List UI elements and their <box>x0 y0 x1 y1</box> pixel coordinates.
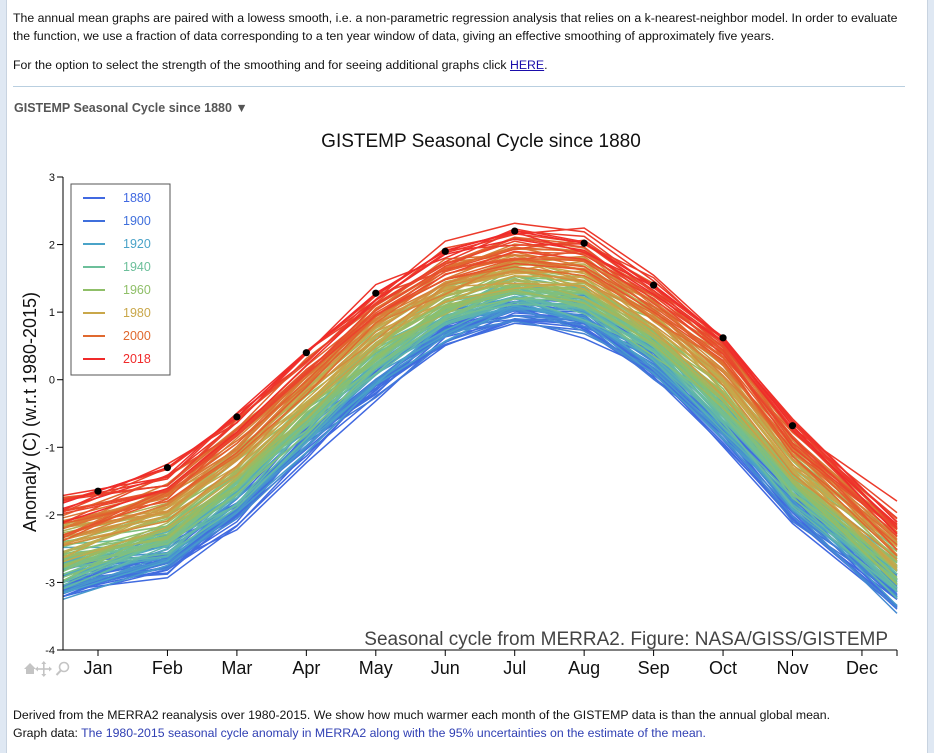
x-tick-label-apr: Apr <box>292 658 320 678</box>
page <box>6 0 928 753</box>
series-line-1892 <box>62 322 898 591</box>
chart-annotation: Seasonal cycle from MERRA2. Figure: NASA… <box>364 629 888 650</box>
caption-line-1: Derived from the MERRA2 reanalysis over … <box>13 708 831 722</box>
x-tick-label-jul: Jul <box>503 658 526 678</box>
legend-label-1920: 1920 <box>123 237 151 251</box>
graph-data-link[interactable]: The 1980-2015 seasonal cycle anomaly in … <box>81 726 706 740</box>
y-tick-label: -1 <box>45 442 55 454</box>
series-line-2015 <box>62 228 898 528</box>
x-tick-label-feb: Feb <box>152 658 183 678</box>
intro-paragraph-2-text: For the option to select the strength of… <box>13 58 510 72</box>
highlight-point-mar <box>233 413 241 421</box>
highlight-point-oct <box>719 334 727 342</box>
series-line-2001 <box>62 257 898 546</box>
series-line-1951 <box>62 290 898 579</box>
highlight-markers <box>94 227 797 495</box>
series-line-1916 <box>62 304 898 607</box>
series-line-1987 <box>62 269 898 560</box>
series-line-2000 <box>62 236 898 520</box>
caption-graph-data-label: Graph data: <box>13 726 82 740</box>
x-tick-label-mar: Mar <box>221 658 252 678</box>
intro-paragraph-2-suffix: . <box>544 58 548 72</box>
series-line-1981 <box>62 282 898 545</box>
highlight-point-jun <box>441 247 449 255</box>
y-tick-label: 2 <box>49 240 55 252</box>
series-line-1927 <box>62 301 898 589</box>
divider <box>13 86 905 87</box>
highlight-point-jul <box>511 227 519 235</box>
series-line-1923 <box>62 297 898 593</box>
legend-label-1980: 1980 <box>123 306 151 320</box>
y-tick-label: 3 <box>49 172 55 184</box>
section-toggle[interactable]: GISTEMP Seasonal Cycle since 1880 ▼ <box>14 101 248 115</box>
legend-box <box>70 183 171 376</box>
highlight-point-feb <box>163 463 172 472</box>
highlight-point-nov <box>788 422 797 430</box>
x-tick-label-aug: Aug <box>568 658 600 678</box>
caption-line-2: Graph data: The 1980-2015 seasonal cycle… <box>13 724 913 742</box>
highlight-point-aug <box>580 239 588 247</box>
series-line-1910 <box>62 306 898 614</box>
legend-label-1940: 1940 <box>123 260 151 274</box>
series-line-1930 <box>62 297 898 581</box>
series-line-2005 <box>62 262 898 536</box>
y-axis-label: Anomaly (C) (w.r.t 1980-2015) <box>20 292 40 532</box>
x-tick-label-oct: Oct <box>709 658 737 678</box>
series-lines <box>62 222 898 614</box>
series-line-1966 <box>62 277 898 568</box>
intro-text: The annual mean graphs are paired with a… <box>13 9 908 85</box>
x-tick-label-sep: Sep <box>638 658 670 678</box>
zoom-icon[interactable] <box>55 661 70 676</box>
series-line-2018 <box>62 230 898 535</box>
series-line-2010 <box>62 250 898 537</box>
x-tick-label-jan: Jan <box>83 658 112 678</box>
chart-title: GISTEMP Seasonal Cycle since 1880 <box>321 131 641 152</box>
legend-label-1880: 1880 <box>123 191 151 205</box>
x-tick-label-jun: Jun <box>431 658 460 678</box>
intro-paragraph-1: The annual mean graphs are paired with a… <box>13 11 898 43</box>
series-line-2011 <box>62 242 898 530</box>
toolbar <box>24 661 70 677</box>
y-tick-label: -3 <box>45 577 55 589</box>
y-tick-label: 1 <box>49 307 55 319</box>
highlight-point-jan <box>94 487 102 495</box>
axes: 3 2 1 0 -1 -2 -3 -4 Jan Feb Mar Apr May Jun Jul Aug Sep O… <box>45 172 898 678</box>
home-icon[interactable] <box>24 663 36 674</box>
legend: 1880 1900 1920 1940 1960 1980 2000 2018 <box>70 183 171 376</box>
highlight-point-may <box>372 289 380 297</box>
legend-label-1960: 1960 <box>123 283 151 297</box>
legend-label-2018: 2018 <box>123 352 151 366</box>
series-line-2017 <box>62 238 898 526</box>
series-line-1963 <box>62 289 898 569</box>
series-line-1942 <box>62 298 898 581</box>
highlight-point-apr <box>302 349 310 357</box>
series-line-1979 <box>62 270 898 548</box>
intro-paragraph-2: For the option to select the strength of… <box>13 56 908 74</box>
x-tick-label-dec: Dec <box>846 658 878 678</box>
x-tick-label-may: May <box>359 658 393 678</box>
pan-icon[interactable] <box>35 661 52 677</box>
series-line-1908 <box>62 320 898 609</box>
x-tick-label-nov: Nov <box>776 658 808 678</box>
y-tick-label: -4 <box>45 645 55 657</box>
legend-label-2000: 2000 <box>123 329 151 343</box>
highlight-point-sep <box>650 281 658 289</box>
y-tick-label: 0 <box>49 375 55 387</box>
series-line-1962 <box>62 280 898 586</box>
caption: Derived from the MERRA2 reanalysis over … <box>13 706 913 742</box>
legend-label-1900: 1900 <box>123 214 151 228</box>
here-link[interactable]: HERE <box>509 58 545 72</box>
y-tick-label: -2 <box>45 510 55 522</box>
series-line-1935 <box>62 295 898 592</box>
